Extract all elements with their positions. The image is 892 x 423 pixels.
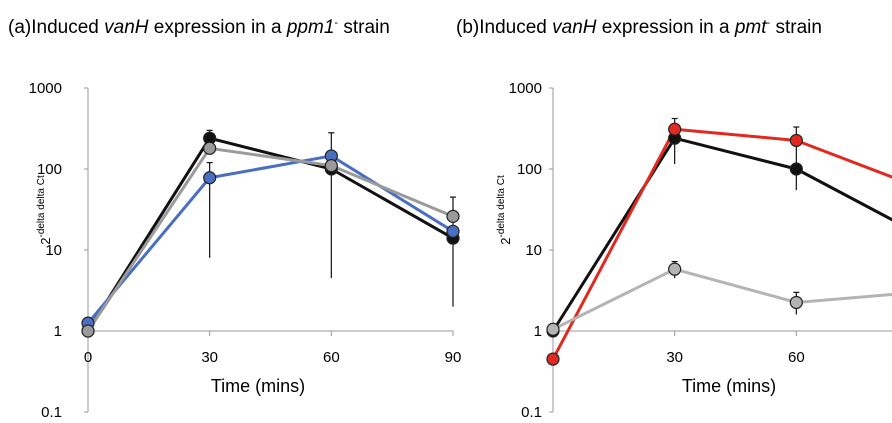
- panel-b-y-tick-label: 1: [534, 323, 542, 340]
- panel-b-x-tick-label: 60: [788, 349, 805, 366]
- panel-a-y-tick-label: 0.1: [41, 404, 62, 421]
- panel-b-y-tick-label: 0.1: [521, 404, 542, 421]
- panel-a-ylabel: 2-delta delta Ct: [36, 175, 53, 245]
- panel-b-title: (b)Induced vanH expression in a pmt- str…: [456, 17, 822, 38]
- panel-b-y-tick-label: 10: [525, 242, 542, 259]
- panel-a-series-2-line: [86, 146, 454, 332]
- panel-b-series-0-line: [551, 136, 892, 332]
- panel-a-x-tick-label: 0: [84, 349, 92, 366]
- panel-b-y-tick-label: 1000: [509, 80, 542, 97]
- panel-b-plot: 0.1 1 10 100 1000 30 60: [509, 80, 892, 421]
- panel-a-series-0-line: [86, 136, 454, 332]
- panel-b-x-tick-label: 30: [666, 349, 683, 366]
- panel-a-x-tick-label: 60: [323, 349, 340, 366]
- panel-a-y-tick-label: 1000: [29, 80, 62, 97]
- panel-a-series-1-point: [203, 171, 217, 185]
- panel-b-series-2-point: [546, 322, 560, 336]
- panel-a-series-2-point: [203, 141, 217, 155]
- panel-b-series-1-point: [668, 122, 682, 136]
- panel-b-series-1-line: [551, 127, 892, 360]
- panel-a-series-2-point: [81, 324, 95, 338]
- panel-b-xlabel: Time (mins): [682, 376, 776, 396]
- panel-b-y-tick-label: 100: [517, 161, 542, 178]
- panel-a-series-2-point: [446, 209, 460, 223]
- panel-a-y-tick-label: 1: [54, 323, 62, 340]
- panel-b-series-2-line: [552, 267, 892, 331]
- panel-b-ylabel: 2-delta delta Ct: [496, 175, 513, 245]
- panel-a-series-1-line: [86, 154, 454, 325]
- panel-a-x-tick-label: 30: [201, 349, 218, 366]
- panel-a-x-tick-label: 90: [445, 349, 462, 366]
- panel-a-y-tick-label: 10: [45, 242, 62, 259]
- panel-a-title: (a)Induced vanH expression in a ppm1- st…: [8, 17, 390, 38]
- panel-a-y-tick-label: 100: [37, 161, 62, 178]
- panel-a-series-2-point: [324, 159, 338, 173]
- panel-a-xlabel: Time (mins): [211, 376, 305, 396]
- panel-b-series-2-point: [668, 262, 682, 276]
- panel-a-plot: 0.1 1 10 100 1000 0 30 60 90: [29, 80, 462, 421]
- panel-a-series-1-point: [446, 224, 460, 238]
- panel-b-series-1-point: [789, 133, 803, 148]
- panel-b-series-0-point: [789, 162, 803, 176]
- panel-b-series-1-point: [546, 352, 560, 366]
- panel-b-series-2-point: [789, 295, 803, 310]
